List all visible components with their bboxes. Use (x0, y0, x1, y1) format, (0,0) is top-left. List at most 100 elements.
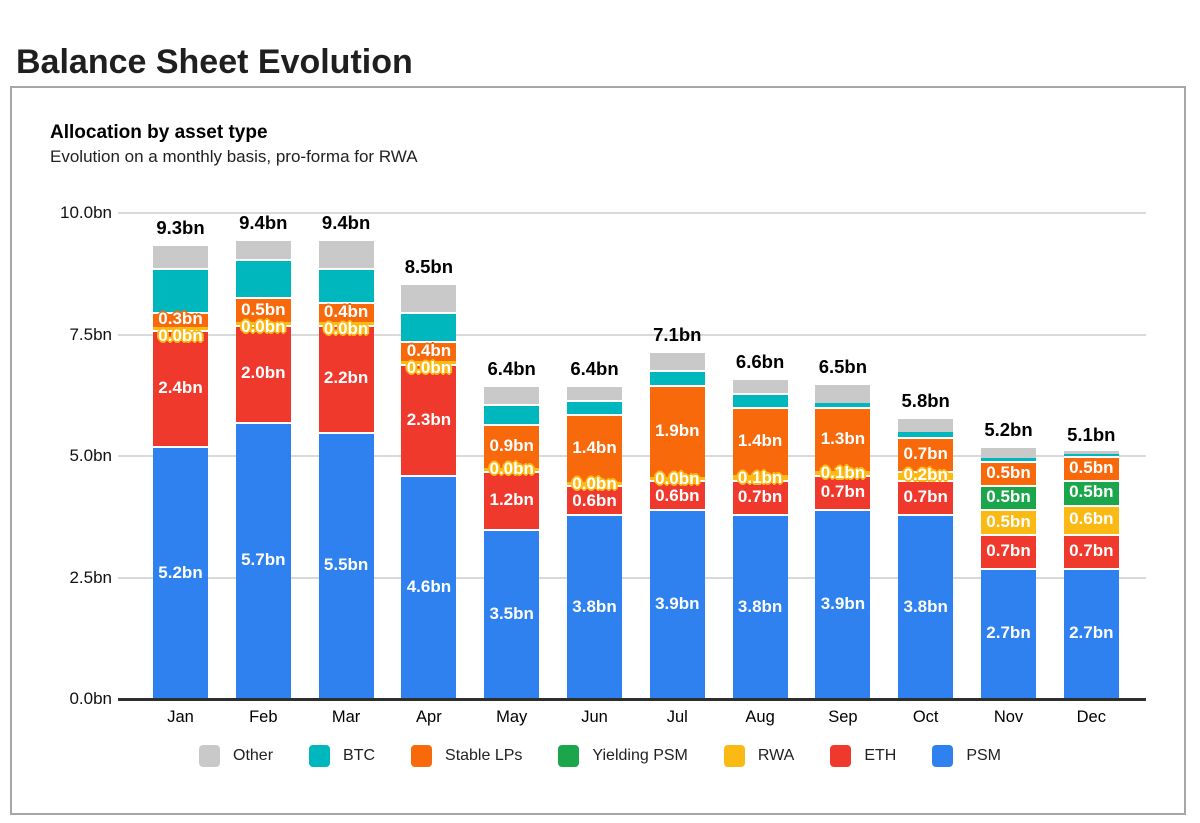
legend-item-eth[interactable]: ETH (830, 745, 896, 767)
bar-segment-btc[interactable] (815, 402, 871, 408)
bar-segment-psm[interactable] (649, 509, 705, 699)
bar-segment-rwa[interactable] (401, 360, 457, 364)
legend-item-btc[interactable]: BTC (309, 745, 375, 767)
bar-segment-other[interactable] (567, 384, 622, 400)
bar-segment-other[interactable] (815, 383, 871, 403)
x-axis-month-label: Feb (249, 708, 278, 726)
bar-segment-btc[interactable] (235, 258, 291, 298)
bar-segment-rwa[interactable] (1063, 504, 1119, 534)
bar-segment-eth[interactable] (153, 329, 208, 447)
bar-segment-btc[interactable] (1063, 453, 1119, 456)
bar-segment-other[interactable] (649, 350, 705, 371)
bar-segment-psm[interactable] (1063, 567, 1119, 699)
bar-segment-psm[interactable] (484, 528, 540, 699)
bar-value-label: 0.0bn (489, 459, 534, 479)
bar-segment-eth[interactable] (815, 475, 871, 510)
bar-segment-psm[interactable] (898, 514, 954, 699)
bar-segment-btc[interactable] (401, 312, 457, 342)
bar-segment-stable-lps[interactable] (567, 414, 622, 483)
bar-segment-psm[interactable] (153, 446, 208, 699)
bar-segment-stable-lps[interactable] (235, 297, 291, 322)
bar-segment-btc[interactable] (318, 268, 374, 303)
legend-item-stable-lps[interactable]: Stable LPs (411, 745, 522, 767)
bar-value-label: 0.4bn (323, 302, 369, 322)
bar-segment-yielding-psm[interactable] (981, 485, 1036, 510)
bar-segment-other[interactable] (153, 244, 208, 269)
bar-segment-eth[interactable] (732, 480, 788, 515)
bar-segment-psm[interactable] (401, 475, 457, 699)
bar-segment-other[interactable] (484, 384, 540, 405)
gridline (118, 576, 1146, 579)
bar-segment-rwa[interactable] (484, 467, 540, 471)
bar-segment-other[interactable] (732, 378, 788, 393)
bar-segment-rwa[interactable] (153, 326, 208, 330)
bar-total-label: 5.1bn (1067, 424, 1116, 446)
bar-segment-other[interactable] (981, 446, 1036, 459)
bar-segment-stable-lps[interactable] (649, 384, 705, 478)
bar-value-label: 0.6bn (1069, 509, 1114, 529)
bar-segment-psm[interactable] (235, 421, 291, 699)
bar-segment-rwa[interactable] (649, 477, 705, 481)
bar-segment-psm[interactable] (318, 431, 374, 699)
bar-value-label: 4.6bn (406, 577, 452, 597)
bar-segment-other[interactable] (235, 239, 291, 259)
bar-segment-rwa[interactable] (567, 482, 622, 486)
bar-segment-stable-lps[interactable] (401, 341, 457, 361)
bar-segment-eth[interactable] (484, 470, 540, 529)
bar-segment-psm[interactable] (815, 509, 871, 699)
bar-segment-rwa[interactable] (981, 509, 1036, 534)
bar-segment-stable-lps[interactable] (815, 407, 871, 471)
bar-segment-stable-lps[interactable] (153, 312, 208, 327)
bar-value-label: 5.7bn (241, 550, 286, 570)
bar-segment-eth[interactable] (981, 533, 1036, 568)
bar-segment-yielding-psm[interactable] (1063, 480, 1119, 505)
bar-segment-other[interactable] (401, 282, 457, 313)
bar-segment-btc[interactable] (484, 404, 540, 424)
bar-segment-rwa[interactable] (318, 321, 374, 325)
bar-segment-btc[interactable] (567, 399, 622, 415)
bar-segment-btc[interactable] (153, 268, 208, 313)
bar-segment-rwa[interactable] (732, 475, 788, 481)
bar-segment-rwa[interactable] (815, 470, 871, 476)
bar-segment-other[interactable] (1063, 451, 1119, 454)
bar-segment-other[interactable] (318, 239, 374, 269)
bar-total-label: 9.3bn (156, 217, 205, 239)
bar-segment-btc[interactable] (898, 431, 954, 437)
bar-total-label: 6.4bn (487, 357, 536, 379)
x-axis-month-label: May (496, 708, 528, 726)
bar-segment-rwa[interactable] (235, 321, 291, 325)
bar-segment-eth[interactable] (567, 485, 622, 515)
x-axis-month-label: Dec (1076, 708, 1106, 726)
legend-item-psm[interactable]: PSM (932, 745, 1001, 767)
bar-segment-stable-lps[interactable] (484, 423, 540, 468)
bar-segment-stable-lps[interactable] (981, 460, 1036, 486)
legend-item-other[interactable]: Other (199, 745, 273, 767)
bar-segment-stable-lps[interactable] (898, 436, 954, 471)
bar-segment-eth[interactable] (898, 480, 954, 515)
bar-value-label: 0.0bn (406, 357, 452, 377)
bar-segment-psm[interactable] (981, 567, 1036, 699)
legend-item-yielding-psm[interactable]: Yielding PSM (558, 745, 688, 767)
bar-segment-btc[interactable] (981, 458, 1036, 461)
bar-segment-psm[interactable] (567, 514, 622, 699)
bar-segment-eth[interactable] (235, 324, 291, 422)
bar-value-label: 3.5bn (489, 603, 534, 623)
bar-segment-psm[interactable] (732, 514, 788, 699)
bar-segment-eth[interactable] (1063, 533, 1119, 568)
bar-segment-rwa[interactable] (898, 470, 954, 481)
bar-segment-eth[interactable] (401, 363, 457, 476)
bar-value-label: 2.4bn (158, 377, 203, 397)
bar-value-label: 1.9bn (655, 421, 700, 441)
bar-value-label: 0.5bn (1069, 482, 1114, 502)
bar-segment-eth[interactable] (649, 480, 705, 510)
bar-value-label: 0.6bn (572, 490, 617, 510)
bar-segment-stable-lps[interactable] (1063, 456, 1119, 481)
bar-segment-stable-lps[interactable] (318, 302, 374, 322)
bar-value-label: 0.5bn (241, 299, 286, 319)
bar-segment-btc[interactable] (732, 392, 788, 408)
legend-item-rwa[interactable]: RWA (723, 745, 794, 767)
bar-segment-other[interactable] (898, 417, 954, 432)
bar-segment-eth[interactable] (318, 324, 374, 432)
bar-segment-btc[interactable] (649, 370, 705, 385)
bar-segment-stable-lps[interactable] (732, 407, 788, 476)
